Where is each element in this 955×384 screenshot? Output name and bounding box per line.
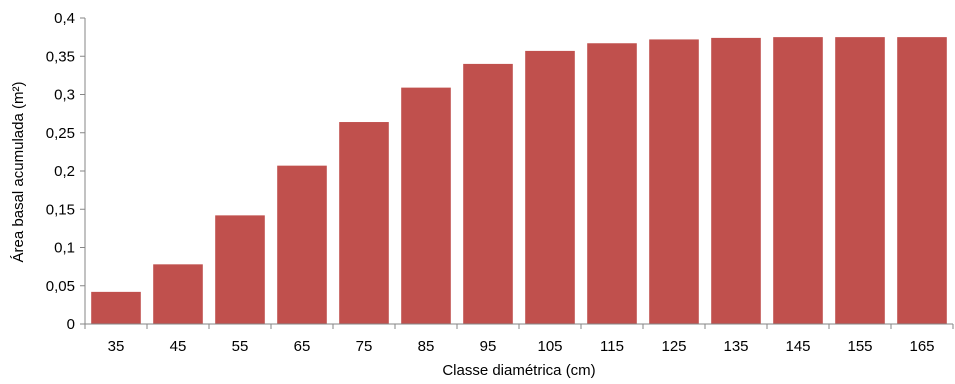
x-tick-label: 165 bbox=[909, 338, 934, 355]
x-axis-label: Classe diamétrica (cm) bbox=[442, 362, 595, 379]
x-tick-label: 35 bbox=[108, 338, 125, 355]
x-tick-label: 155 bbox=[847, 338, 872, 355]
x-tick-label: 125 bbox=[661, 338, 686, 355]
y-tick-label: 0,3 bbox=[54, 87, 75, 104]
x-tick-label: 105 bbox=[537, 338, 562, 355]
x-tick-label: 55 bbox=[232, 338, 249, 355]
bar-165 bbox=[897, 37, 947, 325]
x-tick-label: 135 bbox=[723, 338, 748, 355]
y-tick-label: 0,05 bbox=[46, 278, 75, 295]
bar-115 bbox=[587, 43, 637, 324]
bar-65 bbox=[277, 165, 327, 324]
x-tick-label: 95 bbox=[480, 338, 497, 355]
y-tick-label: 0,4 bbox=[54, 10, 75, 27]
x-tick-label: 85 bbox=[418, 338, 435, 355]
bars-group bbox=[91, 37, 947, 325]
bar-55 bbox=[215, 215, 265, 324]
y-tick-label: 0,2 bbox=[54, 163, 75, 180]
bar-125 bbox=[649, 39, 699, 325]
y-tick-label: 0,1 bbox=[54, 240, 75, 257]
x-axis: 35 45 55 65 75 85 95 105 115 125 135 145 155 165 bbox=[84, 323, 954, 355]
x-tick-label: 75 bbox=[356, 338, 373, 355]
y-tick-label: 0,35 bbox=[46, 48, 75, 65]
x-tick-label: 115 bbox=[600, 338, 624, 355]
y-tick-label: 0,25 bbox=[46, 125, 75, 142]
y-tick-label: 0,15 bbox=[46, 201, 75, 218]
x-tick-label: 145 bbox=[785, 338, 810, 355]
bar-95 bbox=[463, 63, 513, 325]
bar-45 bbox=[153, 264, 203, 324]
x-tick-label: 45 bbox=[170, 338, 187, 355]
y-axis: 0 0,05 0,1 0,15 0,2 0,25 0,3 0,35 0,4 bbox=[46, 10, 86, 333]
x-tick-label: 65 bbox=[294, 338, 311, 355]
bar-135 bbox=[711, 37, 761, 324]
bar-85 bbox=[401, 87, 451, 325]
bar-35 bbox=[91, 291, 141, 324]
bar-155 bbox=[835, 37, 885, 325]
bar-75 bbox=[339, 122, 389, 324]
bar-145 bbox=[773, 37, 823, 325]
bar-105 bbox=[525, 50, 575, 325]
y-axis-label: Área basal acumulada (m²) bbox=[10, 82, 27, 263]
y-tick-label: 0 bbox=[67, 316, 75, 333]
